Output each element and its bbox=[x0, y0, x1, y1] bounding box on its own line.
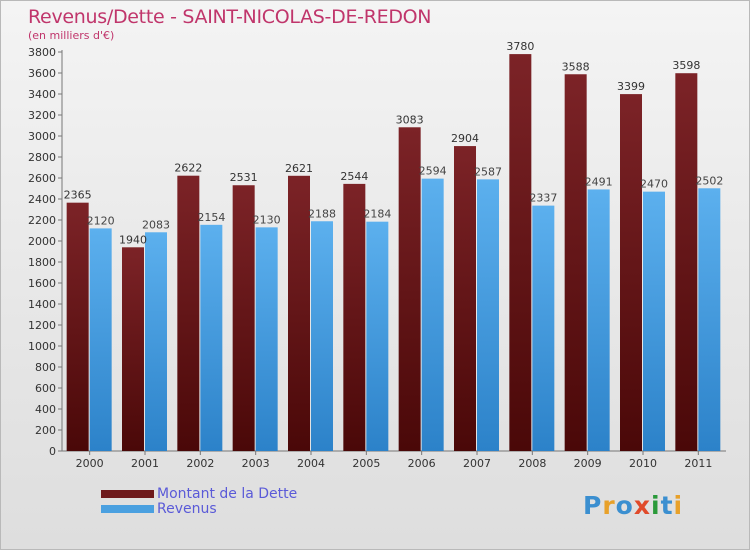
bar-dette bbox=[564, 74, 587, 451]
chart-title: Revenus/Dette - SAINT-NICOLAS-DE-REDON bbox=[28, 6, 432, 28]
bar-dette bbox=[454, 146, 476, 451]
bar-dette bbox=[509, 54, 532, 451]
logo-letter: r bbox=[602, 491, 616, 520]
legend-swatch-revenus bbox=[101, 505, 154, 513]
legend-swatch-dette bbox=[101, 490, 154, 498]
y-tick-label: 3000 bbox=[28, 130, 56, 143]
data-label-dette: 3780 bbox=[506, 40, 534, 53]
y-tick-label: 2400 bbox=[28, 193, 56, 206]
bar-revenus bbox=[311, 221, 333, 451]
y-tick-label: 0 bbox=[49, 445, 56, 458]
bar-dette bbox=[288, 175, 310, 452]
bar-revenus bbox=[255, 227, 278, 451]
bar-revenus bbox=[477, 179, 499, 452]
y-tick-label: 1600 bbox=[28, 277, 56, 290]
data-label-revenus: 2502 bbox=[695, 174, 723, 187]
x-tick-label: 2008 bbox=[518, 457, 546, 470]
bar-dette bbox=[122, 247, 144, 451]
data-label-revenus: 2337 bbox=[529, 192, 557, 205]
y-tick-label: 1000 bbox=[28, 340, 56, 353]
x-tick-label: 2004 bbox=[297, 457, 325, 470]
y-tick-label: 800 bbox=[35, 361, 56, 374]
logo-letter: t bbox=[660, 491, 674, 520]
x-tick-label: 2007 bbox=[463, 457, 491, 470]
y-tick-label: 1200 bbox=[28, 319, 56, 332]
logo-letter: P bbox=[583, 491, 603, 520]
bar-dette bbox=[675, 73, 698, 452]
data-label-revenus: 2154 bbox=[197, 211, 225, 224]
data-label-revenus: 2491 bbox=[585, 175, 613, 188]
y-tick-label: 3800 bbox=[28, 46, 56, 59]
data-label-dette: 2621 bbox=[285, 162, 313, 175]
logo-letter: i bbox=[651, 491, 661, 520]
x-tick-label: 2011 bbox=[684, 457, 712, 470]
y-tick-label: 2000 bbox=[28, 235, 56, 248]
bar-revenus bbox=[532, 205, 555, 451]
bar-dette bbox=[66, 202, 89, 451]
y-tick-label: 600 bbox=[35, 382, 56, 395]
bar-revenus bbox=[698, 188, 721, 452]
data-label-dette: 2531 bbox=[230, 171, 258, 184]
y-tick-label: 3400 bbox=[28, 88, 56, 101]
bar-dette bbox=[343, 183, 366, 451]
y-tick-label: 2800 bbox=[28, 151, 56, 164]
data-label-dette: 2544 bbox=[340, 170, 368, 183]
data-label-revenus: 2188 bbox=[308, 207, 336, 220]
bar-dette bbox=[398, 127, 421, 451]
y-tick-label: 1400 bbox=[28, 298, 56, 311]
data-label-dette: 3083 bbox=[396, 113, 424, 126]
data-label-dette: 1940 bbox=[119, 233, 147, 246]
proxiti-logo: Proxiti bbox=[583, 491, 683, 520]
data-label-dette: 2904 bbox=[451, 132, 479, 145]
legend-label-revenus: Revenus bbox=[157, 501, 217, 517]
bar-revenus bbox=[89, 228, 112, 451]
data-label-dette: 3588 bbox=[562, 60, 590, 73]
data-label-revenus: 2184 bbox=[363, 208, 391, 221]
logo-letter: i bbox=[673, 491, 684, 520]
chart-subtitle: (en milliers d'€) bbox=[28, 29, 115, 42]
data-label-revenus: 2130 bbox=[253, 213, 281, 226]
bar-dette bbox=[232, 185, 255, 451]
bar-revenus bbox=[145, 232, 167, 451]
x-tick-label: 2003 bbox=[242, 457, 270, 470]
logo-letter: x bbox=[633, 491, 651, 520]
data-label-dette: 3598 bbox=[672, 59, 700, 72]
x-tick-label: 2006 bbox=[408, 457, 436, 470]
x-tick-label: 2000 bbox=[76, 457, 104, 470]
logo-letter: o bbox=[615, 491, 634, 520]
x-tick-label: 2001 bbox=[131, 457, 159, 470]
y-tick-label: 3600 bbox=[28, 67, 56, 80]
data-label-revenus: 2083 bbox=[142, 218, 170, 231]
y-tick-label: 200 bbox=[35, 424, 56, 437]
data-label-dette: 3399 bbox=[617, 80, 645, 93]
data-label-revenus: 2594 bbox=[419, 165, 447, 178]
data-label-revenus: 2470 bbox=[640, 178, 668, 191]
bar-dette bbox=[177, 175, 200, 451]
x-tick-label: 2002 bbox=[186, 457, 214, 470]
x-tick-label: 2009 bbox=[574, 457, 602, 470]
bar-revenus bbox=[643, 191, 665, 451]
bar-revenus bbox=[200, 224, 223, 451]
legend-label-dette: Montant de la Dette bbox=[157, 486, 298, 502]
bar-revenus bbox=[366, 221, 389, 451]
bar-revenus bbox=[587, 189, 610, 451]
y-tick-label: 2600 bbox=[28, 172, 56, 185]
y-tick-label: 400 bbox=[35, 403, 56, 416]
x-tick-label: 2005 bbox=[352, 457, 380, 470]
data-label-dette: 2622 bbox=[174, 162, 202, 175]
y-tick-label: 1800 bbox=[28, 256, 56, 269]
data-label-revenus: 2587 bbox=[474, 165, 502, 178]
x-tick-label: 2010 bbox=[629, 457, 657, 470]
data-label-dette: 2365 bbox=[64, 189, 92, 202]
bar-revenus bbox=[421, 178, 444, 451]
data-label-revenus: 2120 bbox=[87, 214, 115, 227]
y-tick-label: 2200 bbox=[28, 214, 56, 227]
y-tick-label: 3200 bbox=[28, 109, 56, 122]
bar-dette bbox=[620, 94, 642, 451]
